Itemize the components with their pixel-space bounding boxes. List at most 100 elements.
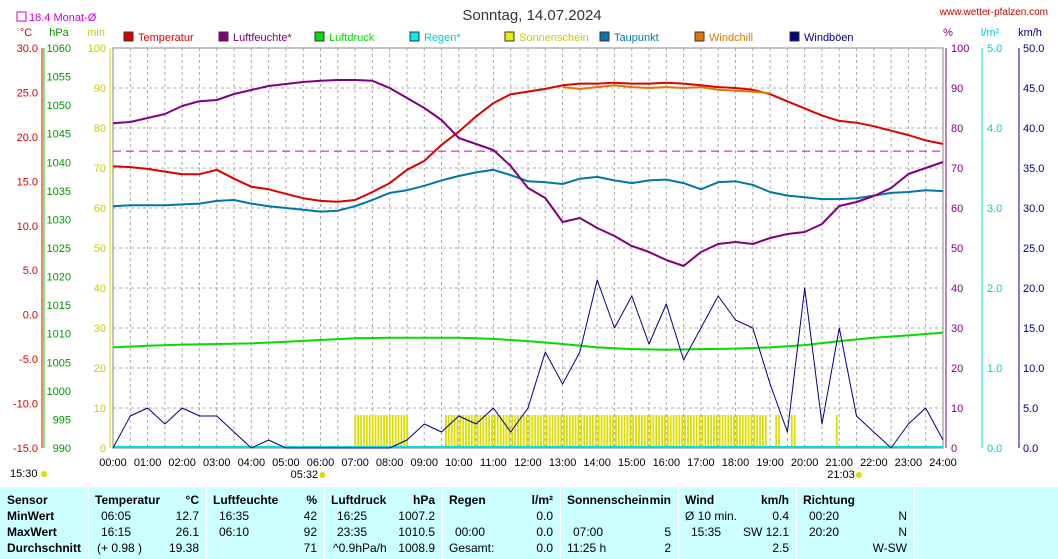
direction-min-time: 00:20: [809, 509, 840, 523]
humidity-avg-value: 71: [303, 541, 317, 555]
sunshine-bar: [502, 415, 505, 448]
sunshine-avg-value: 2: [664, 541, 671, 555]
pressure-tick-label: 1030: [47, 214, 71, 226]
legend-swatch: [314, 31, 325, 42]
rain-axis-unit: l/m²: [981, 27, 1000, 39]
sunshine-bar: [606, 415, 609, 448]
sunshine-bar: [721, 415, 724, 448]
humidity-tick-label: 90: [951, 83, 963, 95]
x-tick-label: 21:00: [825, 457, 853, 469]
sunshine-bar: [485, 415, 488, 448]
x-tick-label: 12:00: [514, 457, 542, 469]
overflow-label: 15:30: [10, 468, 38, 480]
humidity-tick-label: 70: [951, 163, 963, 175]
sunshine-bar: [649, 415, 652, 448]
pressure-tick-label: 990: [53, 443, 71, 455]
wind-avg-value: 2.5: [772, 541, 789, 555]
sunshine-bar: [710, 415, 712, 448]
sunshine-bar: [684, 415, 687, 448]
stats-col-direction: Richtung 00:20 N 20:20 N W-SW: [796, 487, 915, 559]
wind-tick-label: 20.0: [1023, 283, 1044, 295]
x-tick-label: 06:00: [307, 457, 335, 469]
sunshine-bar: [528, 415, 531, 448]
x-tick-label: 15:00: [618, 457, 646, 469]
rain-min-value: 0.0: [536, 509, 553, 523]
temperature-max-time: 16:15: [101, 525, 132, 539]
sunshine-bar: [661, 415, 663, 448]
sunshine-start-time: 07:00: [573, 525, 604, 539]
pressure-max-value: 1010.5: [398, 525, 435, 539]
wind-tick-label: 10.0: [1023, 363, 1044, 375]
stats-col-sunshine: Sonnenschein min 07:00 5 11:25 h 2: [560, 487, 679, 559]
temperature-title: Temperatur: [95, 493, 161, 507]
pressure-unit: hPa: [412, 493, 435, 507]
sunshine-bar: [377, 415, 380, 448]
pressure-min-time: 16:25: [337, 509, 368, 523]
humidity-tick-label: 40: [951, 283, 963, 295]
sunshine-bar: [756, 415, 759, 448]
sunshine-bar: [462, 415, 465, 448]
sunshine-bar: [493, 415, 496, 448]
sunshine-bar: [482, 415, 485, 448]
wind-tick-label: 50.0: [1023, 43, 1044, 55]
x-tick-label: 09:00: [410, 457, 438, 469]
legend-label: Temperatur: [138, 32, 194, 44]
sunshine-bar: [522, 415, 525, 448]
stats-col-temperature: Temperatur °C 06:05 12.7 16:15 26.1 (+ 0…: [88, 487, 207, 559]
wind-unit: km/h: [760, 493, 789, 507]
wind-tick-label: 45.0: [1023, 83, 1044, 95]
sunshine-bar: [704, 415, 707, 448]
stats-col-pressure: Luftdruck hPa 16:25 1007.2 23:35 1010.5 …: [324, 487, 443, 559]
weather-chart: 00:00 01:00 02:00 03:00 04:00 05:00 06:00 07:00…: [10, 7, 1048, 481]
pressure-tick-label: 1050: [47, 100, 71, 112]
sunshine-duration: 11:25 h: [567, 541, 607, 555]
sunshine-bar: [465, 415, 467, 448]
legend-label: Luftfeuchte*: [233, 32, 292, 44]
x-tick-label: 03:00: [203, 457, 231, 469]
sunshine-bar: [640, 415, 643, 448]
sunshine-bar: [557, 415, 560, 448]
sunshine-bar: [759, 415, 761, 448]
sunshine-bar: [664, 415, 666, 448]
sunshine-bar: [666, 415, 669, 448]
sunshine-bar: [577, 415, 580, 448]
statistics-table: Sensor MinWert MaxWert Durchschnitt Temp…: [0, 487, 1058, 559]
stats-col-empty: [914, 487, 1058, 559]
sunshine-bar: [672, 415, 675, 448]
sunshine-bar: [554, 415, 557, 448]
temp-tick-label: -15.0: [13, 443, 38, 455]
x-tick-label: 11:00: [480, 457, 507, 469]
sun-tick-label: 50: [94, 243, 106, 255]
humidity-min-time: 16:35: [219, 509, 250, 523]
sunshine-bar: [750, 415, 753, 448]
temp-tick-label: 15.0: [17, 176, 38, 188]
sunshine-bar: [470, 415, 473, 448]
sun-tick-label: 20: [94, 363, 106, 375]
series-taupunkt: [112, 168, 944, 213]
wind-tick-label: 5.0: [1023, 403, 1038, 415]
sunshine-bar: [580, 415, 583, 448]
sunshine-bar: [632, 415, 635, 448]
x-tick-label: 22:00: [860, 457, 888, 469]
series-windböen: [112, 279, 944, 449]
temperature-min-time: 06:05: [101, 509, 132, 523]
x-tick-label: 00:00: [99, 457, 127, 469]
pressure-tick-label: 1015: [47, 300, 71, 312]
sunshine-bar: [397, 415, 400, 448]
pressure-tick-label: 1005: [47, 357, 71, 369]
sun-axis-unit: min: [87, 27, 105, 39]
sunshine-bar: [730, 415, 733, 448]
series-luftdruck: [112, 331, 944, 351]
x-tick-label: 13:00: [549, 457, 577, 469]
sunshine-bar: [583, 415, 586, 448]
rain-title: Regen: [449, 493, 486, 507]
wind-tick-label: 0.0: [1023, 443, 1038, 455]
wind-axis-unit: km/h: [1018, 27, 1042, 39]
sunshine-bar: [620, 415, 623, 448]
sunshine-bar: [459, 415, 462, 448]
sunshine-bar: [744, 415, 747, 448]
wind-max-value: SW 12.1: [742, 525, 789, 539]
pressure-title: Luftdruck: [331, 493, 387, 507]
sunshine-bar: [713, 415, 715, 448]
x-tick-label: 07:00: [341, 457, 369, 469]
